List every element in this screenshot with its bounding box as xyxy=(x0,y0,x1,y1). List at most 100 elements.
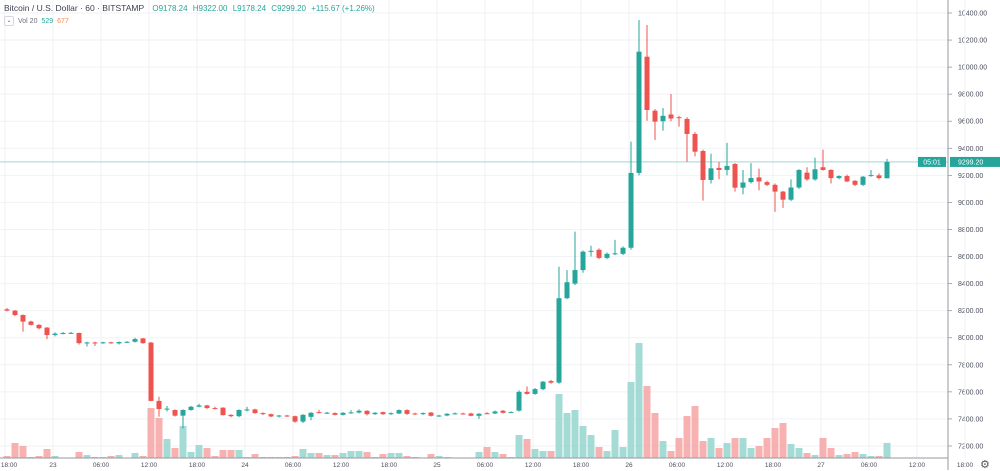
volume-bar xyxy=(379,454,387,458)
volume-bar xyxy=(531,449,539,458)
candle-body xyxy=(540,381,546,390)
volume-bar xyxy=(547,451,555,458)
ohlc-values: O9178.24 H9322.00 L9178.24 C9299.20 +115… xyxy=(152,4,377,13)
candle-body xyxy=(436,415,442,417)
candle-body xyxy=(716,167,722,170)
time-label: 12:00 xyxy=(333,462,350,469)
volume-bar xyxy=(579,426,587,458)
volume-bar xyxy=(571,410,579,458)
volume-bar xyxy=(299,449,307,458)
candle-body xyxy=(380,412,386,415)
time-label: 06:00 xyxy=(669,462,686,469)
candle-body xyxy=(28,321,34,325)
volume-bar xyxy=(315,453,323,458)
volume-bar xyxy=(355,451,363,458)
price-label: 9400.00 xyxy=(958,146,983,153)
volume-bar xyxy=(483,447,491,458)
volume-bar xyxy=(715,448,723,458)
candle-body xyxy=(852,180,858,185)
candle-body xyxy=(404,410,410,414)
volume-bar xyxy=(131,453,139,458)
time-label: 18:00 xyxy=(765,462,782,469)
price-label: 8400.00 xyxy=(958,281,983,288)
change-value: +115.67 (+1.26%) xyxy=(311,4,375,13)
gear-icon[interactable]: ⚙ xyxy=(980,459,990,471)
candle-body xyxy=(524,391,530,394)
candle-body xyxy=(412,413,418,415)
close-value: C9299.20 xyxy=(271,4,306,13)
candle-body xyxy=(84,342,90,344)
candle-body xyxy=(332,413,338,415)
volume-bar xyxy=(435,456,443,458)
candle-body xyxy=(156,400,162,410)
symbol-legend: Bitcoin / U.S. Dollar · 60 · BITSTAMP O9… xyxy=(4,3,378,13)
price-label: 7800.00 xyxy=(958,362,983,369)
volume-bar xyxy=(83,455,91,458)
candle-body xyxy=(860,176,866,185)
volume-bar xyxy=(203,448,211,458)
candle-body xyxy=(684,118,690,134)
volume-bar xyxy=(699,441,707,458)
candle-body xyxy=(428,412,434,416)
candle-body xyxy=(780,191,786,200)
candle-body xyxy=(772,184,778,192)
candle-body xyxy=(516,391,522,411)
volume-bar xyxy=(811,455,819,458)
volume-bar xyxy=(563,413,571,458)
volume-bar xyxy=(827,448,835,458)
candle-body xyxy=(548,381,554,383)
candle-body xyxy=(804,172,810,180)
candle-body xyxy=(620,247,626,254)
candle-body xyxy=(396,410,402,414)
volume-bar xyxy=(595,447,603,458)
volume-bar xyxy=(771,428,779,458)
time-label: 12:00 xyxy=(909,462,926,469)
candle-body xyxy=(260,413,266,415)
candle-body xyxy=(652,110,658,122)
candle-body xyxy=(868,175,874,177)
open-value: O9178.24 xyxy=(152,4,188,13)
chevron-down-icon[interactable]: ⌄ xyxy=(4,16,14,26)
candle-body xyxy=(708,168,714,180)
candle-body xyxy=(100,342,106,344)
volume-bar xyxy=(779,423,787,458)
time-label: 18:00 xyxy=(573,462,590,469)
candle-body xyxy=(300,414,306,422)
countdown-badge xyxy=(918,156,946,167)
candle-body xyxy=(4,309,10,311)
candle-body xyxy=(660,115,666,122)
volume-bar xyxy=(747,448,755,458)
candle-body xyxy=(636,51,642,173)
candle-body xyxy=(796,169,802,188)
price-label: 8200.00 xyxy=(958,308,983,315)
candle-body xyxy=(724,165,730,170)
candle-body xyxy=(484,413,490,415)
volume-bar xyxy=(75,452,83,458)
price-label: 8600.00 xyxy=(958,254,983,261)
volume-bar xyxy=(235,450,243,458)
candle-body xyxy=(252,409,258,414)
candle-body xyxy=(364,410,370,415)
candle-body xyxy=(36,324,42,329)
time-label: 18:00 xyxy=(189,462,206,469)
volume-bar xyxy=(147,408,155,458)
time-label: 23 xyxy=(49,462,57,469)
volume-bar xyxy=(499,454,507,458)
last-price-label: 9299.20 xyxy=(958,159,983,166)
candle-body xyxy=(116,342,122,344)
candle-body xyxy=(244,409,250,411)
volume-bar xyxy=(139,456,147,458)
volume-bar xyxy=(755,446,763,458)
candle-body xyxy=(828,169,834,179)
volume-bar xyxy=(611,430,619,458)
volume-bar xyxy=(659,441,667,458)
volume-bar xyxy=(403,456,411,458)
candle-body xyxy=(356,410,362,413)
high-value: H9322.00 xyxy=(192,4,228,13)
time-label: 24 xyxy=(241,462,249,469)
symbol-title: Bitcoin / U.S. Dollar · 60 · BITSTAMP xyxy=(4,3,145,13)
candle-body xyxy=(388,413,394,415)
candle-body xyxy=(532,389,538,394)
volume-bar xyxy=(675,438,683,458)
